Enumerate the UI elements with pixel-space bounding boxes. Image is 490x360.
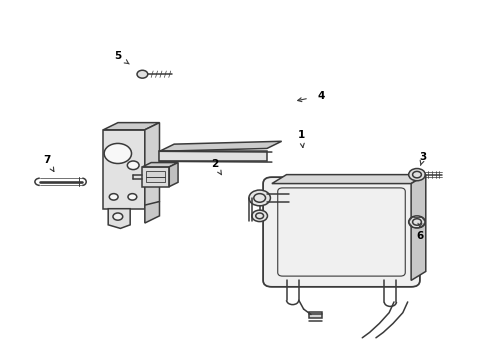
Circle shape [128,194,137,200]
Text: 6: 6 [416,231,423,240]
Circle shape [249,190,270,206]
Polygon shape [103,130,145,209]
Circle shape [409,168,425,181]
Bar [310,312,322,318]
Bar [147,171,165,182]
Bar [143,167,169,186]
Polygon shape [411,175,426,280]
Circle shape [109,194,118,200]
Circle shape [137,70,148,78]
Circle shape [104,143,131,163]
Text: 4: 4 [317,91,324,101]
Text: 3: 3 [420,152,427,162]
Polygon shape [159,141,282,151]
Polygon shape [103,123,159,130]
Circle shape [127,161,139,170]
Polygon shape [145,202,159,223]
Polygon shape [108,209,130,228]
Polygon shape [272,175,426,184]
Circle shape [252,210,268,222]
FancyBboxPatch shape [263,177,420,287]
Text: 1: 1 [297,130,305,140]
Polygon shape [145,123,159,209]
Text: 7: 7 [44,155,51,165]
Circle shape [409,216,425,228]
Polygon shape [169,163,178,186]
Text: 2: 2 [211,159,219,169]
Text: 5: 5 [114,51,122,61]
Polygon shape [143,163,178,167]
Bar [159,151,267,161]
Circle shape [113,213,122,220]
